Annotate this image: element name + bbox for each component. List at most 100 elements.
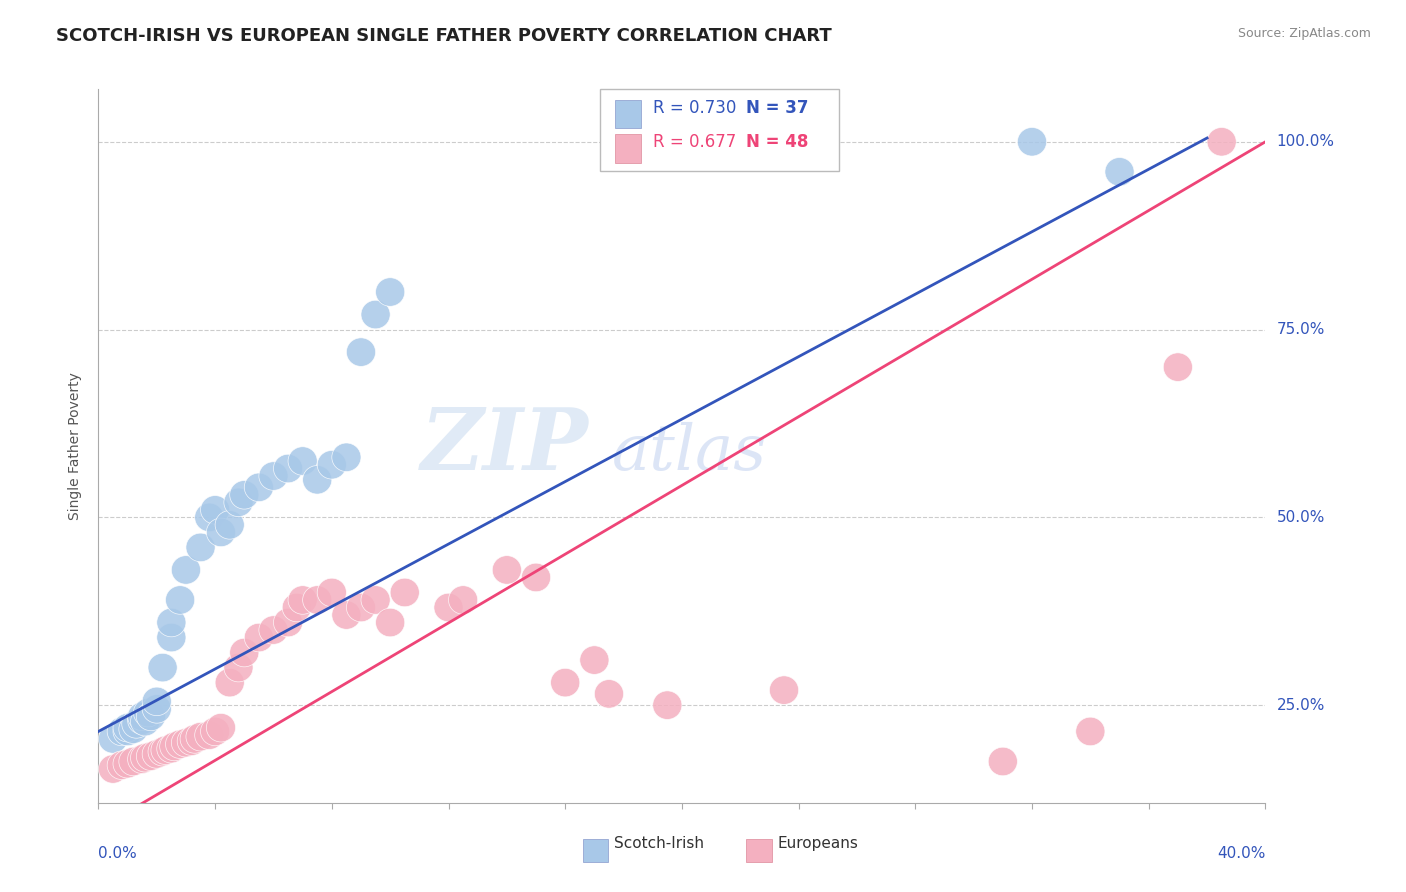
Text: 75.0%: 75.0% — [1277, 322, 1324, 337]
Ellipse shape — [201, 496, 229, 524]
Ellipse shape — [988, 747, 1018, 776]
Ellipse shape — [449, 586, 478, 615]
Ellipse shape — [131, 743, 160, 772]
Ellipse shape — [1105, 158, 1135, 186]
Ellipse shape — [207, 518, 236, 547]
Text: 0.0%: 0.0% — [98, 846, 138, 861]
Ellipse shape — [375, 608, 405, 637]
Text: N = 37: N = 37 — [747, 99, 808, 117]
Ellipse shape — [332, 443, 361, 472]
Ellipse shape — [492, 556, 522, 584]
Ellipse shape — [361, 586, 389, 615]
FancyBboxPatch shape — [747, 839, 772, 862]
Y-axis label: Single Father Poverty: Single Father Poverty — [69, 372, 83, 520]
Ellipse shape — [224, 653, 253, 681]
Ellipse shape — [128, 702, 157, 731]
Ellipse shape — [136, 742, 166, 771]
Ellipse shape — [259, 462, 288, 491]
Ellipse shape — [172, 729, 201, 757]
Ellipse shape — [148, 653, 177, 681]
FancyBboxPatch shape — [600, 89, 839, 171]
Text: Source: ZipAtlas.com: Source: ZipAtlas.com — [1237, 27, 1371, 40]
Ellipse shape — [652, 691, 682, 720]
Ellipse shape — [107, 751, 136, 780]
Ellipse shape — [224, 488, 253, 516]
Ellipse shape — [120, 714, 148, 743]
Ellipse shape — [288, 586, 318, 615]
Text: Scotch-Irish: Scotch-Irish — [614, 836, 704, 851]
Ellipse shape — [346, 593, 375, 622]
Text: 100.0%: 100.0% — [1277, 135, 1334, 149]
Ellipse shape — [207, 714, 236, 742]
Text: 25.0%: 25.0% — [1277, 698, 1324, 713]
Ellipse shape — [302, 466, 332, 494]
Ellipse shape — [274, 454, 302, 483]
Ellipse shape — [150, 736, 180, 764]
Ellipse shape — [186, 723, 215, 751]
Ellipse shape — [157, 608, 186, 637]
Text: SCOTCH-IRISH VS EUROPEAN SINGLE FATHER POVERTY CORRELATION CHART: SCOTCH-IRISH VS EUROPEAN SINGLE FATHER P… — [56, 27, 832, 45]
Ellipse shape — [128, 745, 157, 773]
Text: 50.0%: 50.0% — [1277, 510, 1324, 524]
Ellipse shape — [98, 724, 128, 753]
Text: Europeans: Europeans — [778, 836, 859, 851]
Ellipse shape — [107, 717, 136, 746]
Ellipse shape — [201, 717, 229, 746]
Ellipse shape — [522, 563, 551, 591]
FancyBboxPatch shape — [616, 134, 641, 162]
Ellipse shape — [579, 646, 609, 674]
Text: R = 0.677: R = 0.677 — [652, 133, 735, 151]
Ellipse shape — [346, 338, 375, 367]
Ellipse shape — [259, 615, 288, 644]
Ellipse shape — [122, 710, 150, 739]
Ellipse shape — [318, 578, 346, 607]
Ellipse shape — [361, 301, 389, 329]
Ellipse shape — [229, 481, 259, 509]
Ellipse shape — [142, 687, 172, 715]
Ellipse shape — [769, 676, 799, 705]
Text: R = 0.730: R = 0.730 — [652, 99, 737, 117]
Ellipse shape — [166, 586, 194, 615]
Ellipse shape — [157, 624, 186, 652]
FancyBboxPatch shape — [582, 839, 609, 862]
Ellipse shape — [194, 721, 224, 749]
Ellipse shape — [215, 668, 245, 697]
Text: N = 48: N = 48 — [747, 133, 808, 151]
Ellipse shape — [98, 755, 128, 783]
Ellipse shape — [245, 624, 273, 652]
Ellipse shape — [142, 695, 172, 723]
Ellipse shape — [131, 707, 160, 736]
Ellipse shape — [134, 698, 163, 727]
Ellipse shape — [302, 586, 332, 615]
Ellipse shape — [142, 739, 172, 768]
Ellipse shape — [177, 727, 207, 756]
Ellipse shape — [595, 680, 623, 708]
Ellipse shape — [1018, 128, 1046, 156]
FancyBboxPatch shape — [616, 100, 641, 128]
Ellipse shape — [1206, 128, 1236, 156]
Ellipse shape — [112, 749, 142, 778]
Ellipse shape — [157, 734, 186, 763]
Text: atlas: atlas — [612, 422, 766, 484]
Ellipse shape — [332, 600, 361, 629]
Ellipse shape — [186, 533, 215, 562]
Ellipse shape — [172, 556, 201, 584]
Ellipse shape — [288, 447, 318, 475]
Ellipse shape — [245, 473, 273, 501]
Ellipse shape — [160, 732, 188, 761]
Ellipse shape — [1076, 717, 1105, 746]
Ellipse shape — [120, 747, 148, 776]
Ellipse shape — [274, 608, 302, 637]
Ellipse shape — [375, 277, 405, 306]
Ellipse shape — [194, 503, 224, 532]
Ellipse shape — [283, 593, 311, 622]
Ellipse shape — [112, 717, 142, 746]
Ellipse shape — [148, 738, 177, 766]
Text: 40.0%: 40.0% — [1218, 846, 1265, 861]
Ellipse shape — [318, 450, 346, 479]
Ellipse shape — [136, 702, 166, 731]
Ellipse shape — [128, 706, 157, 734]
Ellipse shape — [166, 730, 194, 758]
Ellipse shape — [112, 714, 142, 742]
Ellipse shape — [215, 510, 245, 539]
